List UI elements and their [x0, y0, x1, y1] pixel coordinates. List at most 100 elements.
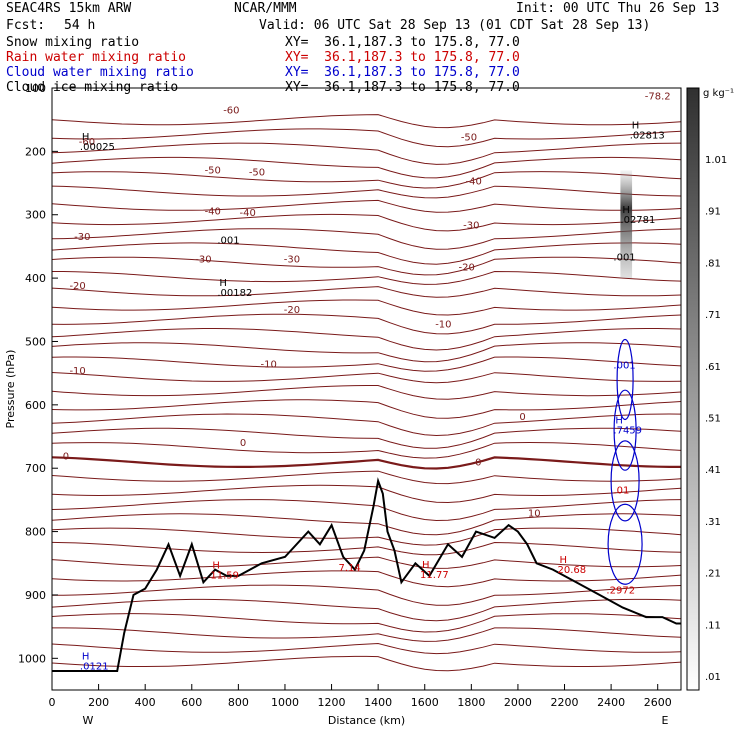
isotherm-label: -40	[205, 207, 221, 218]
forecast-label: Fcst:	[6, 18, 46, 33]
cloud-water-contour	[613, 389, 637, 471]
x-tick-label: 1000	[271, 696, 299, 709]
field-snow-xy: XY= 36.1,187.3 to 175.8, 77.0	[285, 35, 520, 50]
isotherm-label: -30	[195, 254, 211, 265]
isotherm-label: -50	[205, 166, 221, 177]
isotherm-line	[51, 242, 682, 265]
colorbar: g kg⁻¹ 1.01 .91 .81 .71 .61 .51 .41 .31 .21 .11 .01	[686, 87, 734, 691]
isotherm-line	[51, 499, 682, 522]
isotherm-label: -20	[459, 263, 475, 274]
y-tick-label: 400	[25, 272, 46, 285]
isotherm-line	[51, 427, 682, 449]
maximum-marker: H	[212, 560, 220, 571]
maximum-marker: H	[82, 132, 90, 143]
isotherm-label: -20	[284, 305, 300, 316]
colorbar-label: .41	[705, 465, 721, 476]
x-axis-label: Distance (km)	[328, 714, 405, 727]
isotherm-label: -10	[435, 320, 451, 331]
axes: 0 200 400 600 800 1000 1200 1400 1600 1800 2000 220…	[4, 82, 682, 727]
x-tick-label: 400	[135, 696, 156, 709]
y-tick-label: 700	[25, 462, 46, 475]
x-tick-label: 2400	[597, 696, 625, 709]
terrain-profile	[52, 477, 681, 672]
maximum-value: .001	[217, 235, 239, 246]
cloud-water-contour	[616, 338, 634, 421]
y-tick-label: 300	[25, 209, 46, 222]
isotherm-line	[51, 642, 682, 655]
isotherm-line	[51, 613, 682, 633]
isotherm-line	[51, 456, 681, 470]
contour-labels: -60 -60 -50 -50 -50 -40 -40 -40 -30 -30 -30 -30 -20 -…	[63, 91, 671, 672]
y-tick-label: 500	[25, 335, 46, 348]
isotherm-label: -10	[69, 366, 85, 377]
isotherm-line	[51, 655, 682, 672]
x-tick-label: 2000	[504, 696, 532, 709]
maximum-marker: H	[632, 121, 640, 132]
isotherm-label: -30	[284, 254, 300, 265]
x-tick-label: 1600	[411, 696, 439, 709]
plot-header: SEAC4RS 15km ARW NCAR/MMM Init: 00 UTC T…	[0, 0, 740, 96]
cloud-water-contour	[610, 440, 640, 522]
isotherm-line	[51, 541, 682, 556]
maximum-marker: H	[560, 555, 568, 566]
maximum-marker: H	[82, 652, 90, 663]
isotherm-line	[51, 228, 682, 250]
x-tick-label: 800	[228, 696, 249, 709]
colorbar-label: .51	[705, 414, 721, 425]
colorbar-label: .11	[705, 620, 721, 631]
maximum-value: .02813	[630, 131, 665, 142]
isotherm-label: 0	[475, 458, 481, 469]
colorbar-label: 1.01	[705, 155, 727, 166]
maximum-value: .7459	[613, 425, 642, 436]
forecast-hour: 54 h	[64, 18, 96, 33]
isotherm-line	[52, 627, 682, 642]
field-rain-name: Rain water mixing ratio	[6, 50, 187, 65]
maximum-value: .0121	[80, 662, 109, 673]
isotherm-line	[51, 199, 682, 213]
maximum-value: .001	[613, 361, 635, 372]
cloud-ice-column	[620, 170, 633, 279]
colorbar-label: .61	[705, 362, 721, 373]
plot-frame	[51, 87, 682, 691]
west-label: W	[83, 714, 94, 727]
isotherm-line	[51, 213, 682, 232]
isotherm-line	[51, 356, 682, 372]
maximum-value: 7.14	[339, 563, 361, 574]
colorbar-label: .91	[705, 207, 721, 218]
isotherm-line	[51, 128, 682, 148]
isotherm-line	[51, 142, 682, 165]
y-tick-label: 900	[25, 589, 46, 602]
y-tick-label: 800	[25, 526, 46, 539]
maximum-value: 11.59	[210, 570, 239, 581]
isotherm-line	[51, 256, 682, 276]
isotherm-line	[51, 399, 682, 419]
cloud-water-contour	[607, 503, 643, 585]
isotherm-label: 0	[63, 451, 69, 462]
terrain-line	[52, 477, 681, 672]
maximum-value: .001	[613, 252, 635, 263]
isotherm-label: -60	[223, 105, 239, 116]
maximum-value: .02781	[620, 215, 655, 226]
y-tick-label: 100	[25, 82, 46, 95]
x-tick-label: 200	[88, 696, 109, 709]
maximum-value: 11.77	[420, 570, 449, 581]
isotherm-line	[51, 385, 682, 400]
isotherm-line	[51, 484, 682, 504]
x-tick-label: 1800	[457, 696, 485, 709]
isotherm-line	[51, 286, 682, 298]
colorbar-label: .21	[705, 569, 721, 580]
isotherm-line	[51, 114, 682, 129]
init-time: Init: 00 UTC Thu 26 Sep 13	[516, 1, 720, 16]
maximum-value: .01	[613, 486, 629, 497]
isotherm-line	[51, 513, 682, 536]
isotherm-label: -10	[260, 359, 276, 370]
model-title: SEAC4RS 15km ARW	[6, 1, 132, 16]
isotherm-line	[51, 556, 682, 569]
isotherm-label: -78.2	[645, 91, 671, 102]
x-tick-label: 1400	[364, 696, 392, 709]
field-cloud-water-name: Cloud water mixing ratio	[6, 65, 194, 80]
x-tick-label: 600	[181, 696, 202, 709]
maximum-value: .00025	[80, 142, 115, 153]
y-axis-label: Pressure (hPa)	[4, 350, 17, 429]
